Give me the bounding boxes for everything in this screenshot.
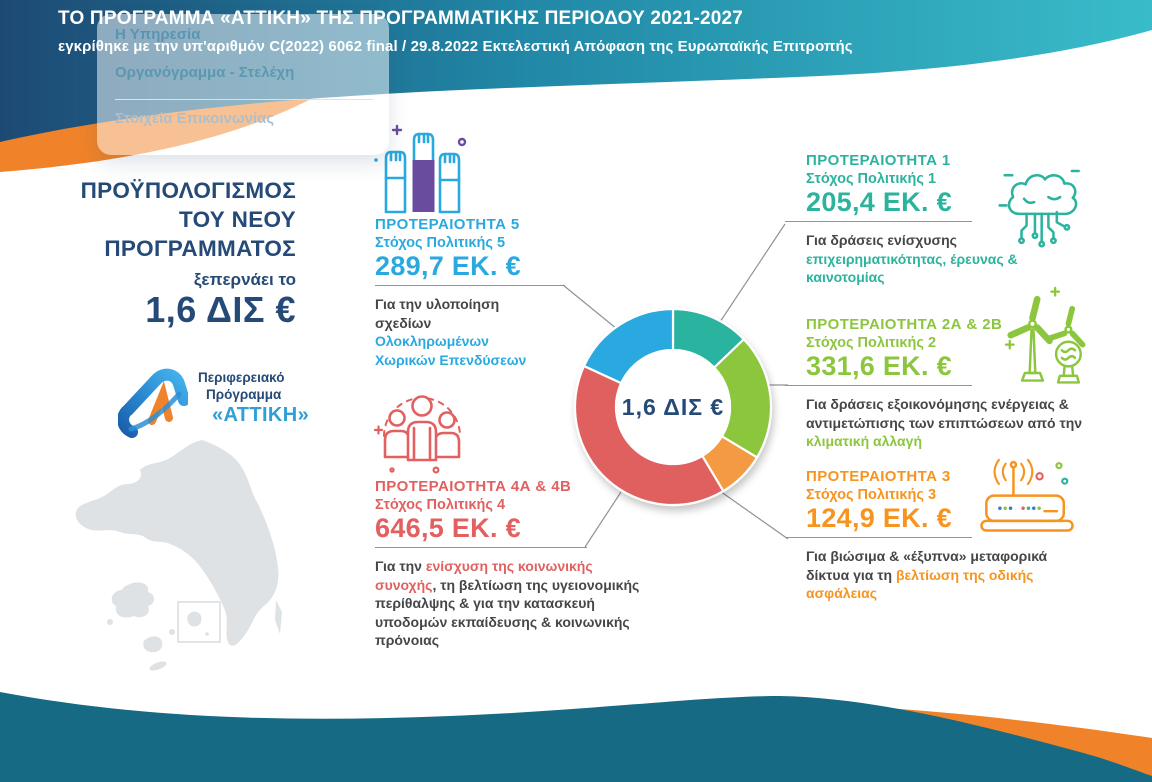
divider (375, 547, 587, 548)
raised-hands-icon (374, 124, 467, 214)
priority-4-amount: 646,5 ΕΚ. € (375, 513, 521, 543)
attiki-a-logo-icon (118, 368, 188, 438)
wifi-router-icon (980, 458, 1074, 532)
priority-3-description: Για βιώσιμα & «έξυπνα» μεταφορικά δίκτυα… (806, 548, 1048, 602)
attica-map (75, 440, 282, 671)
budget-headline: ΠΡΟΫΠΟΛΟΓΙΣΜΟΣ ΤΟΥ ΝΕΟΥ ΠΡΟΓΡΑΜΜΑΤΟΣ ξεπ… (40, 176, 296, 330)
divider (785, 221, 972, 222)
donut-hole (615, 349, 731, 465)
priority-4-description: Για την ενίσχυση της κοινωνικής συνοχής,… (375, 558, 640, 649)
priority-3-subtitle: Στόχος Πολιτικής 3 (806, 487, 937, 503)
cloud-circuit-icon (998, 169, 1080, 248)
divider (785, 537, 972, 538)
priority-2-description: Για δράσεις εξοικονόμησης ενέργειας & αν… (806, 396, 1083, 450)
priority-5-subtitle: Στόχος Πολιτικής 5 (375, 235, 506, 251)
priority-5-title: ΠΡΟΤΕΡΑΙΟΤΗΤΑ 5 (375, 216, 520, 233)
priority-4-title: ΠΡΟΤΕΡΑΙΟΤΗΤΑ 4Α & 4Β (375, 478, 572, 495)
budget-donut-chart: 1,6 ΔΙΣ € (573, 307, 773, 507)
divider (785, 385, 972, 386)
budget-line3: ΠΡΟΓΡΑΜΜΑΤΟΣ (104, 236, 296, 261)
priority-1-subtitle: Στόχος Πολιτικής 1 (806, 171, 937, 187)
priority-5-amount: 289,7 ΕΚ. € (375, 251, 521, 281)
priority-3-block: ΠΡΟΤΕΡΑΙΟΤΗΤΑ 3 Στόχος Πολιτικής 3 124,9… (785, 468, 1074, 603)
thin-island (275, 600, 282, 634)
footer-teal-wave (0, 692, 1152, 782)
budget-line2: ΤΟΥ ΝΕΟΥ (178, 207, 296, 232)
priority-5-description: Για την υλοποίηση σχεδίων Ολοκληρωμένων … (375, 296, 527, 368)
menu-item-service[interactable]: Η Υπηρεσία (115, 26, 201, 43)
footer-wave-graphic (0, 692, 1152, 782)
aegina-island (143, 636, 163, 653)
menu-divider (115, 99, 373, 100)
priority-1-title: ΠΡΟΤΕΡΑΙΟΤΗΤΑ 1 (806, 152, 951, 169)
purple-sleeve (412, 160, 435, 212)
priority-1-amount: 205,4 ΕΚ. € (806, 187, 952, 217)
priority-2-title: ΠΡΟΤΕΡΑΙΟΤΗΤΑ 2Α & 2Β (806, 316, 1003, 333)
inset-island (187, 611, 202, 627)
wind-turbines-icon (1004, 286, 1086, 384)
divider (375, 285, 565, 286)
priority-5-block: ΠΡΟΤΕΡΑΙΟΤΗΤΑ 5 Στόχος Πολιτικής 5 289,7… (375, 216, 565, 369)
attica-mainland (75, 440, 279, 646)
priority-1-block: ΠΡΟΤΕΡΑΙΟΤΗΤΑ 1 Στόχος Πολιτικής 1 205,4… (785, 152, 1054, 287)
priority-2-subtitle: Στόχος Πολιτικής 2 (806, 335, 937, 351)
people-group-icon (373, 395, 461, 474)
nav-dropdown-panel: Η Υπηρεσία Οργανόγραμμα - Στελέχη Στοιχε… (97, 14, 389, 155)
menu-item-contact[interactable]: Στοιχεία Επικοινωνίας (115, 110, 275, 127)
logo-line1: Περιφερειακό (198, 370, 285, 385)
logo-line2: Πρόγραμμα (206, 387, 282, 402)
priority-1-description: Για δράσεις ενίσχυσης επιχειρηματικότητα… (806, 232, 1018, 286)
budget-lead: ξεπερνάει το (193, 270, 296, 289)
attiki-program-logo: Περιφερειακό Πρόγραμμα «ΑΤΤΙΚΗ» (118, 364, 309, 442)
map-inset-box (177, 601, 221, 643)
priority-3-amount: 124,9 ΕΚ. € (806, 503, 952, 533)
priority-2-block: ΠΡΟΤΕΡΑΙΟΤΗΤΑ 2Α & 2Β Στόχος Πολιτικής 2… (785, 316, 1101, 451)
priority-4-block: ΠΡΟΤΕΡΑΙΟΤΗΤΑ 4Α & 4Β Στόχος Πολιτικής 4… (375, 478, 647, 650)
priority-2-amount: 331,6 ΕΚ. € (806, 351, 952, 381)
budget-line1: ΠΡΟΫΠΟΛΟΓΙΣΜΟΣ (80, 178, 296, 203)
priority-3-title: ΠΡΟΤΕΡΑΙΟΤΗΤΑ 3 (806, 468, 951, 485)
budget-amount: 1,6 ΔΙΣ € (145, 289, 296, 330)
priority-4-subtitle: Στόχος Πολιτικής 4 (375, 497, 506, 513)
logo-attiki: «ΑΤΤΙΚΗ» (212, 404, 310, 426)
salamina-island (111, 582, 154, 618)
donut-center-label: 1,6 ΔΙΣ € (622, 394, 724, 420)
menu-item-organogram[interactable]: Οργανόγραμμα - Στελέχη (115, 64, 295, 81)
